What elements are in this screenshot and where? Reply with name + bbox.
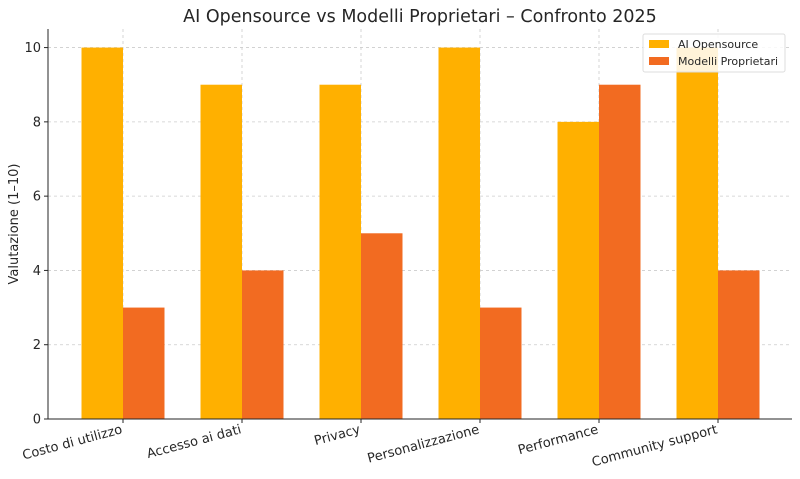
legend-label: Modelli Proprietari (678, 55, 778, 68)
y-tick-label: 0 (33, 413, 41, 428)
axes (47, 29, 792, 420)
legend-label: AI Opensource (678, 38, 758, 51)
bar-opensource (319, 84, 361, 419)
legend-box (642, 33, 786, 73)
bar-proprietari (123, 307, 165, 419)
bars (81, 47, 760, 419)
x-tick-label: Personalizzazione (366, 422, 481, 466)
x-axis-ticks: Costo di utilizzo Accesso ai dati Privacy P… (21, 419, 719, 470)
y-axis-label: Valutazione (1–10) (7, 164, 22, 285)
legend-swatch (649, 57, 669, 65)
bar-opensource (200, 84, 242, 419)
y-tick-label: 8 (33, 115, 41, 130)
x-tick-label: Performance (517, 422, 600, 458)
x-tick-label: Costo di utilizzo (21, 422, 124, 463)
legend-swatch (649, 40, 669, 48)
x-tick-label: Accesso ai dati (145, 422, 243, 462)
y-tick-label: 4 (33, 264, 41, 279)
bar-proprietari (361, 233, 403, 419)
chart-title: AI Opensource vs Modelli Proprietari – C… (183, 7, 657, 27)
bar-proprietari (599, 84, 641, 419)
y-tick-label: 10 (24, 41, 41, 56)
bar-opensource (676, 47, 718, 419)
bar-proprietari (480, 307, 522, 419)
bar-opensource (557, 121, 599, 419)
y-tick-label: 6 (33, 190, 41, 205)
bar-opensource (438, 47, 480, 419)
legend: AI Opensource Modelli Proprietari (642, 33, 786, 73)
y-tick-label: 2 (33, 338, 41, 353)
bar-proprietari (242, 270, 284, 419)
bar-proprietari (718, 270, 760, 419)
x-tick-label: Privacy (313, 422, 363, 449)
y-axis-ticks: 0 2 4 6 8 10 (24, 41, 48, 428)
bar-opensource (81, 47, 123, 419)
x-tick-label: Community support (590, 422, 719, 470)
